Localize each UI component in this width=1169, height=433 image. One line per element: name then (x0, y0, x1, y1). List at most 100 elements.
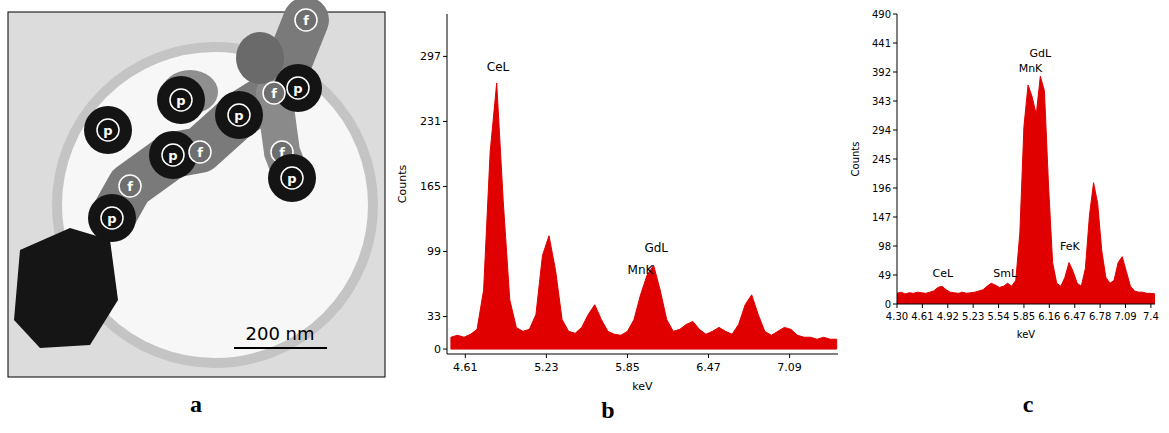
x-tick (1150, 304, 1151, 308)
figure: fppfpfpfppfp200 nmabc033991652312974.615… (0, 0, 1169, 433)
y-tick (893, 72, 897, 73)
y-tick-label: 294 (872, 125, 891, 136)
particle-label: p (234, 108, 243, 123)
y-tick-label: 231 (420, 115, 441, 128)
y-tick (893, 43, 897, 44)
particle-label-ring (287, 77, 309, 99)
y-tick (893, 217, 897, 218)
scale-bar (234, 347, 327, 349)
y-tick-label: 441 (872, 38, 891, 49)
large-particle (14, 228, 118, 348)
y-tick-label: 0 (434, 343, 441, 356)
x-tick-label: 4.61 (453, 361, 478, 374)
x-tick (897, 304, 898, 308)
y-tick-label: 33 (427, 310, 441, 323)
particle-label: p (176, 93, 185, 108)
spectrum-area (897, 76, 1155, 304)
y-tick (893, 188, 897, 189)
x-tick-label: 4.92 (937, 311, 959, 322)
peak-label: CeL (487, 60, 510, 74)
spectrum-area (451, 83, 837, 349)
x-tick-label: 6.16 (1038, 311, 1060, 322)
spectrum-panel: 033991652312974.615.235.856.477.09keVCou… (396, 14, 838, 393)
particle-label-ring (189, 141, 211, 163)
particle-label-ring (101, 207, 123, 229)
y-tick (443, 56, 447, 57)
peak-label: GdL (1030, 47, 1053, 60)
x-axis-title: keV (1017, 329, 1036, 340)
plot-area (897, 76, 1155, 304)
y-tick (893, 275, 897, 276)
particle-label: f (303, 13, 309, 28)
y-tick (443, 316, 447, 317)
x-tick-label: 7.09 (777, 361, 802, 374)
particle-label-ring (97, 119, 119, 141)
x-tick (1074, 304, 1075, 308)
x-tick (1023, 304, 1024, 308)
peak-label: MnK (1019, 62, 1043, 75)
x-tick (973, 304, 974, 308)
particle (157, 76, 205, 124)
x-tick (947, 304, 948, 308)
peak-label: MnK (628, 263, 655, 277)
y-tick-label: 392 (872, 67, 891, 78)
peak-label: FeK (1060, 240, 1080, 253)
particle-label-ring (281, 167, 303, 189)
x-tick-label: 7.4 (1143, 311, 1159, 322)
y-tick-label: 49 (878, 270, 891, 281)
spectrum-panel: 049981471962452943433924414904.304.614.9… (850, 9, 1159, 341)
particle-label: p (103, 123, 112, 138)
particle (215, 91, 263, 139)
x-tick (1049, 304, 1050, 308)
particle-label-ring (119, 175, 141, 197)
x-tick-label: 5.23 (962, 311, 984, 322)
particle-label-ring (263, 82, 285, 104)
particle (84, 106, 132, 154)
x-tick-label: 5.23 (534, 361, 559, 374)
x-tick-label: 4.61 (911, 311, 933, 322)
x-tick (922, 304, 923, 308)
x-tick-label: 6.78 (1089, 311, 1111, 322)
x-tick-label: 4.30 (886, 311, 908, 322)
particle (236, 32, 284, 84)
x-tick (627, 354, 628, 358)
x-tick-label: 5.85 (1013, 311, 1035, 322)
y-tick-label: 147 (872, 212, 891, 223)
y-tick (443, 349, 447, 350)
scale-bar-label: 200 nm (245, 323, 314, 344)
x-axis-title: keV (632, 380, 653, 393)
y-tick-label: 490 (872, 9, 891, 20)
particle-label: f (197, 145, 203, 160)
particle (88, 194, 136, 242)
peak-label: GdL (644, 241, 668, 255)
panel-letter: c (1023, 391, 1034, 417)
x-axis (447, 354, 838, 355)
y-tick (893, 159, 897, 160)
y-tick-label: 99 (427, 245, 441, 258)
y-axis-title: Counts (850, 142, 861, 177)
y-tick-label: 343 (872, 96, 891, 107)
particle-label-ring (228, 104, 250, 126)
y-tick-label: 98 (878, 241, 891, 252)
particle-label-ring (162, 144, 184, 166)
y-tick-label: 0 (885, 299, 891, 310)
x-axis (897, 304, 1155, 305)
micrograph: fppfpfpfppfp200 nm (8, 9, 385, 377)
y-tick-label: 297 (420, 50, 441, 63)
x-tick (789, 354, 790, 358)
particle (268, 154, 316, 202)
y-tick (893, 130, 897, 131)
y-tick-label: 196 (872, 183, 891, 194)
micrograph-frame (8, 12, 385, 377)
y-axis (447, 14, 448, 354)
peak-label: SmL (993, 267, 1018, 280)
x-tick (708, 354, 709, 358)
y-tick (443, 121, 447, 122)
x-tick-label: 7.09 (1114, 311, 1136, 322)
x-tick (546, 354, 547, 358)
x-tick (1100, 304, 1101, 308)
particle-label-ring (170, 89, 192, 111)
panel-letter: a (190, 391, 202, 417)
panel-letter: b (601, 397, 614, 423)
y-tick (893, 246, 897, 247)
